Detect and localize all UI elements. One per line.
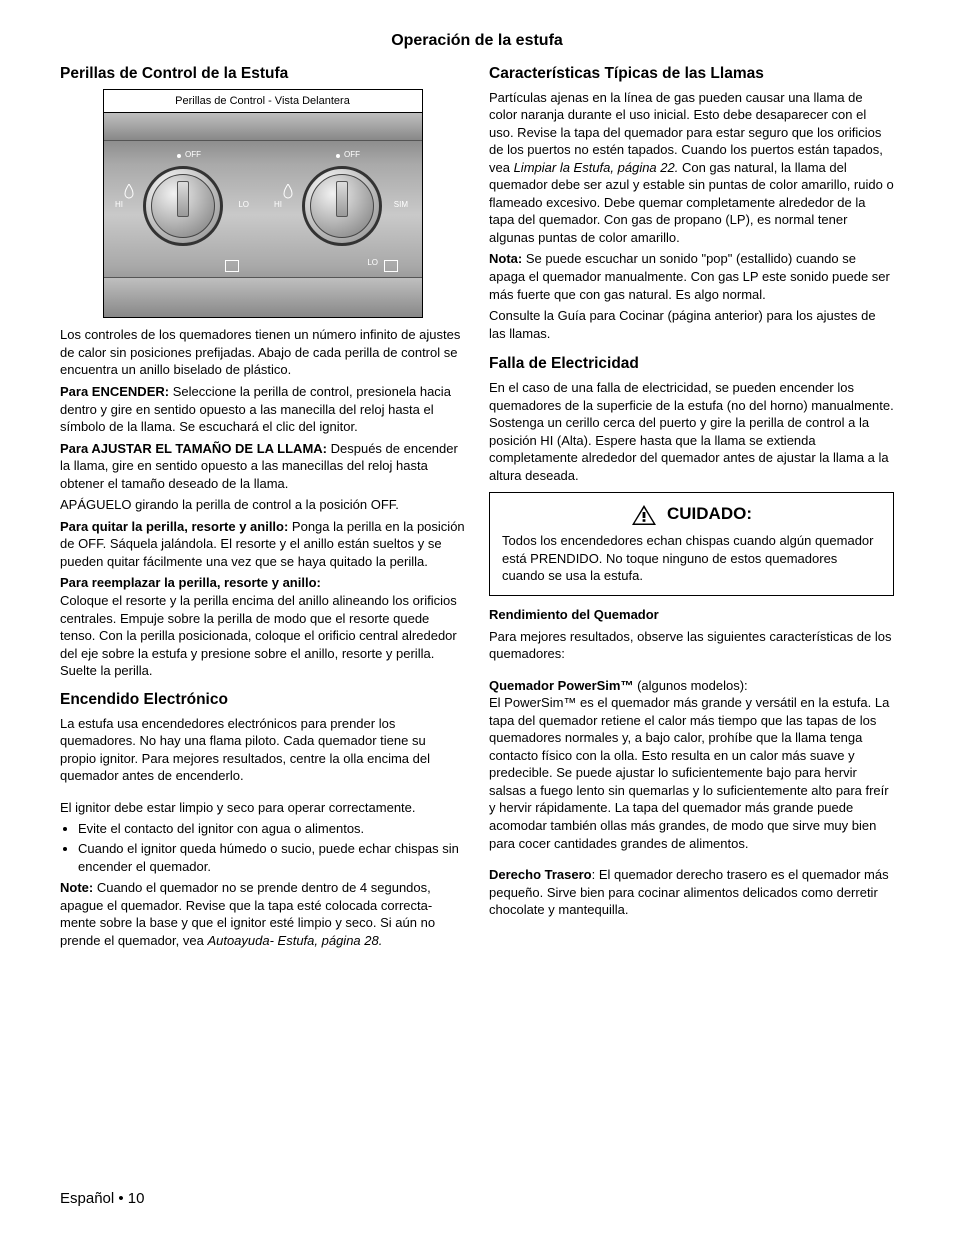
label-off: OFF bbox=[185, 150, 201, 161]
burner-icon bbox=[225, 260, 239, 272]
text: (algunos modelos): bbox=[633, 678, 747, 693]
label-note: Note: bbox=[60, 880, 93, 895]
paragraph: Los controles de los quemadores tienen u… bbox=[60, 326, 465, 379]
paragraph: Derecho Trasero: El quemador derecho tra… bbox=[489, 866, 894, 919]
paragraph: Para mejores resultados, observe las sig… bbox=[489, 628, 894, 663]
knob-left: OFF HI LO bbox=[113, 144, 253, 274]
label-rendimiento: Rendimiento del Quemador bbox=[489, 607, 659, 622]
label-quitar: Para quitar la perilla, resorte y anillo… bbox=[60, 519, 288, 534]
label-reemplazar: Para reemplazar la perilla, resorte y an… bbox=[60, 575, 321, 590]
paragraph: Quemador PowerSim™ (algunos modelos): El… bbox=[489, 677, 894, 852]
paragraph: Note: Cuando el quemador no se prende de… bbox=[60, 879, 465, 949]
caution-label: CUIDADO: bbox=[667, 503, 752, 526]
label-ajustar: Para AJUSTAR EL TAMAÑO DE LA LLAMA: bbox=[60, 441, 327, 456]
paragraph: El ignitor debe estar limpio y seco para… bbox=[60, 799, 465, 817]
left-column: Perillas de Control de la Estufa Perilla… bbox=[60, 60, 465, 954]
paragraph: Partículas ajenas en la línea de gas pue… bbox=[489, 89, 894, 247]
label-lo: LO bbox=[238, 200, 249, 211]
text: El PowerSim™ es el quemador más grande y… bbox=[489, 695, 889, 850]
knob-right: OFF HI SIM LO bbox=[272, 144, 412, 274]
panel-illustration: OFF HI LO OFF bbox=[104, 112, 422, 317]
paragraph: APÁGUELO girando la perilla de control a… bbox=[60, 496, 465, 514]
control-panel-figure: Perillas de Control - Vista Delantera OF… bbox=[60, 89, 465, 319]
heading-caracteristicas: Características Típicas de las Llamas bbox=[489, 64, 894, 85]
caution-text: Todos los encendedores echan chispas cua… bbox=[502, 532, 881, 585]
reference-text: Autoayuda- Estufa, página 28. bbox=[207, 933, 382, 948]
page-footer: Español • 10 bbox=[60, 1189, 144, 1209]
heading-falla: Falla de Electricidad bbox=[489, 354, 894, 375]
paragraph: Para quitar la perilla, resorte y anillo… bbox=[60, 518, 465, 571]
label-lo: LO bbox=[367, 258, 378, 269]
heading-perillas: Perillas de Control de la Estufa bbox=[60, 64, 465, 85]
heading-encendido: Encendido Electrónico bbox=[60, 690, 465, 711]
text: Coloque el resorte y la perilla encima d… bbox=[60, 593, 457, 678]
right-column: Características Típicas de las Llamas Pa… bbox=[489, 60, 894, 954]
label-derecho: Derecho Trasero bbox=[489, 867, 592, 882]
label-powersim: Quemador PowerSim™ bbox=[489, 678, 633, 693]
flame-icon bbox=[123, 184, 135, 200]
bullet-list: Evite el contacto del ignitor con agua o… bbox=[78, 820, 465, 875]
paragraph: Para reemplazar la perilla, resorte y an… bbox=[60, 574, 465, 679]
label-hi: HI bbox=[115, 200, 123, 211]
paragraph: Rendimiento del Quemador bbox=[489, 606, 894, 624]
paragraph: La estufa usa encendedores electrónicos … bbox=[60, 715, 465, 785]
page-title: Operación de la estufa bbox=[60, 30, 894, 52]
text: Se puede escuchar un sonido "pop" (estal… bbox=[489, 251, 890, 301]
paragraph: Nota: Se puede escuchar un sonido "pop" … bbox=[489, 250, 894, 303]
caution-box: CUIDADO: Todos los encendedores echan ch… bbox=[489, 492, 894, 596]
warning-icon bbox=[631, 504, 657, 526]
caution-header: CUIDADO: bbox=[502, 503, 881, 526]
paragraph: En el caso de una falla de electricidad,… bbox=[489, 379, 894, 484]
list-item: Evite el contacto del ignitor con agua o… bbox=[78, 820, 465, 838]
label-hi: HI bbox=[274, 200, 282, 211]
reference-text: Limpiar la Estufa, página 22. bbox=[514, 160, 679, 175]
paragraph: Para AJUSTAR EL TAMAÑO DE LA LLAMA: Desp… bbox=[60, 440, 465, 493]
burner-icon bbox=[384, 260, 398, 272]
two-column-layout: Perillas de Control de la Estufa Perilla… bbox=[60, 60, 894, 954]
label-sim: SIM bbox=[394, 200, 408, 211]
label-nota: Nota: bbox=[489, 251, 522, 266]
panel-caption: Perillas de Control - Vista Delantera bbox=[104, 90, 422, 113]
label-off: OFF bbox=[344, 150, 360, 161]
paragraph: Consulte la Guía para Cocinar (página an… bbox=[489, 307, 894, 342]
list-item: Cuando el ignitor queda húmedo o sucio, … bbox=[78, 840, 465, 875]
paragraph: Para ENCENDER: Seleccione la perilla de … bbox=[60, 383, 465, 436]
label-encender: Para ENCENDER: bbox=[60, 384, 169, 399]
flame-icon bbox=[282, 184, 294, 200]
